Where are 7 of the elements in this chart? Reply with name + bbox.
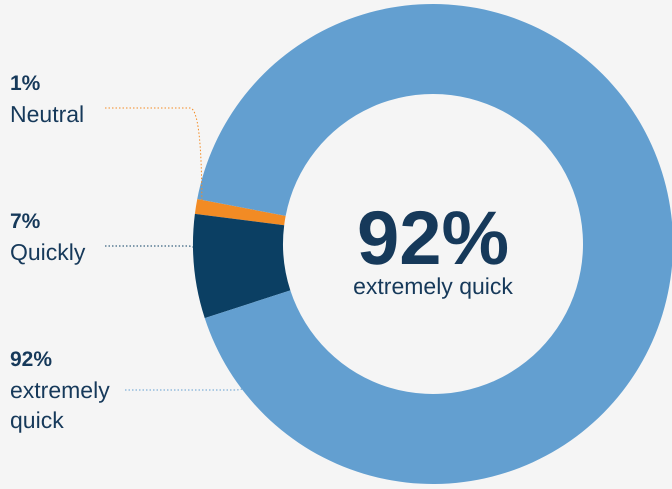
text: extremely quick: [353, 273, 514, 299]
slice-label: extremely quick: [10, 377, 110, 433]
data-label: 92%: [10, 348, 52, 371]
slice-label: Quickly: [10, 239, 86, 265]
slice-label: Neutral: [10, 101, 84, 127]
data-label: 7%: [10, 210, 41, 233]
data-label: 1%: [10, 72, 41, 95]
